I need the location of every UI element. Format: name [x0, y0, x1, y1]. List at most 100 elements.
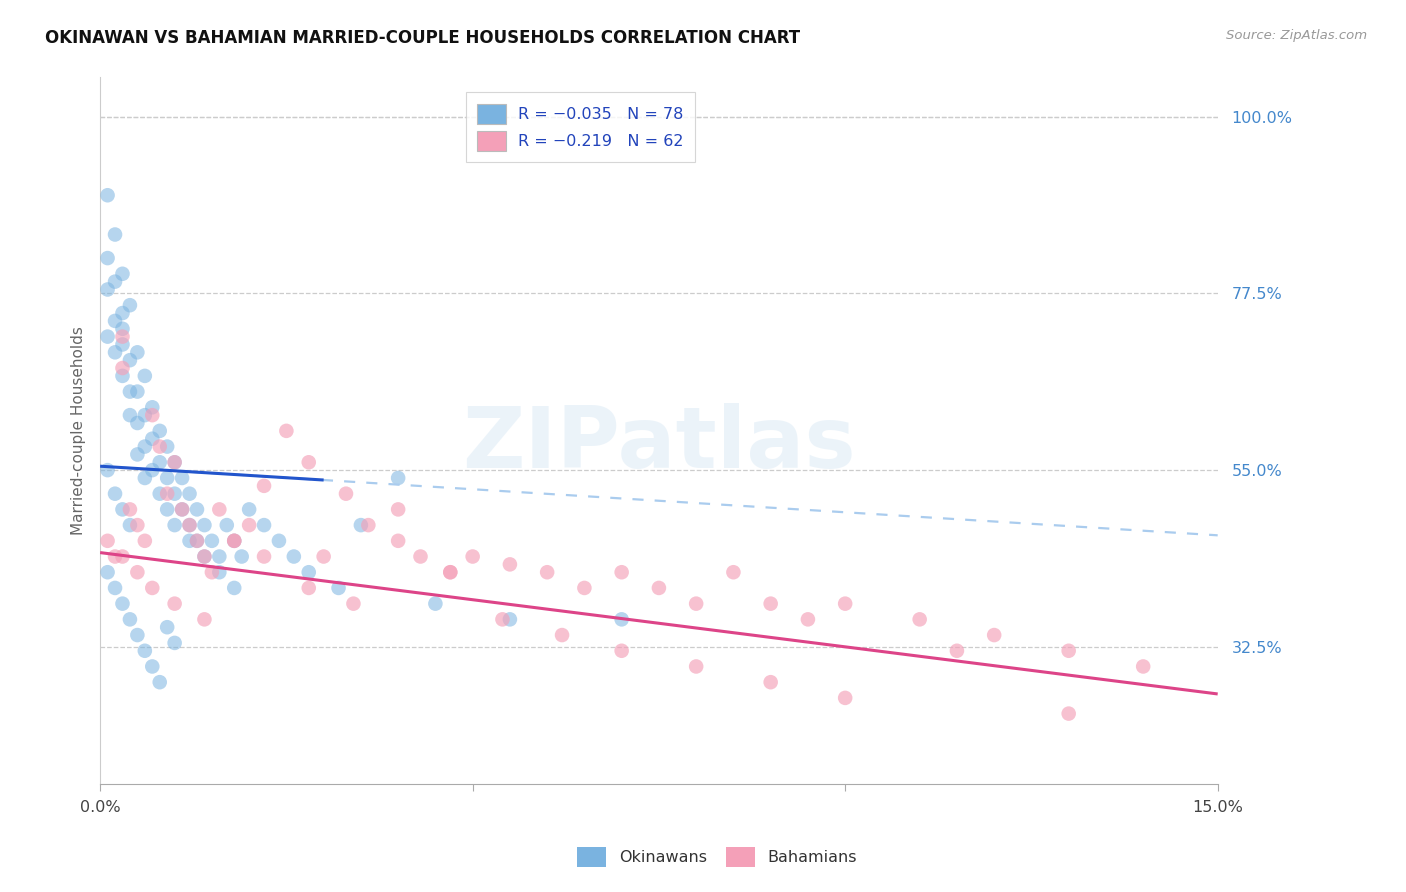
Point: [118, 612, 141, 626]
Point: [111, 361, 134, 376]
Point: [610, 612, 633, 626]
Point: [335, 486, 357, 500]
Text: OKINAWAN VS BAHAMIAN MARRIED-COUPLE HOUSEHOLDS CORRELATION CHART: OKINAWAN VS BAHAMIAN MARRIED-COUPLE HOUS…: [45, 29, 800, 46]
Point: [118, 353, 141, 368]
Point: [134, 440, 156, 454]
Point: [163, 636, 186, 650]
Point: [499, 612, 522, 626]
Point: [172, 502, 194, 516]
Point: [118, 384, 141, 399]
Point: [163, 455, 186, 469]
Point: [156, 620, 179, 634]
Point: [685, 597, 707, 611]
Point: [149, 440, 172, 454]
Text: ZIPatlas: ZIPatlas: [463, 403, 856, 486]
Point: [179, 518, 201, 533]
Point: [350, 518, 373, 533]
Point: [104, 549, 127, 564]
Point: [983, 628, 1005, 642]
Point: [610, 566, 633, 580]
Point: [253, 549, 276, 564]
Point: [111, 329, 134, 343]
Legend: Okinawans, Bahamians: Okinawans, Bahamians: [571, 841, 863, 873]
Point: [186, 533, 208, 548]
Point: [908, 612, 931, 626]
Point: [111, 337, 134, 351]
Point: [134, 644, 156, 658]
Point: [1057, 706, 1080, 721]
Point: [127, 518, 149, 533]
Point: [298, 581, 321, 595]
Point: [111, 267, 134, 281]
Point: [104, 275, 127, 289]
Point: [253, 479, 276, 493]
Point: [149, 675, 172, 690]
Point: [238, 502, 260, 516]
Point: [357, 518, 380, 533]
Point: [134, 408, 156, 422]
Point: [723, 566, 745, 580]
Point: [111, 306, 134, 320]
Point: [193, 518, 215, 533]
Point: [208, 549, 231, 564]
Point: [193, 612, 215, 626]
Point: [118, 518, 141, 533]
Point: [97, 463, 120, 477]
Point: [834, 597, 856, 611]
Point: [163, 597, 186, 611]
Point: [685, 659, 707, 673]
Point: [134, 471, 156, 485]
Point: [127, 628, 149, 642]
Point: [141, 432, 163, 446]
Point: [156, 502, 179, 516]
Point: [97, 251, 120, 265]
Point: [224, 533, 246, 548]
Point: [759, 597, 782, 611]
Point: [231, 549, 253, 564]
Point: [208, 566, 231, 580]
Point: [215, 518, 238, 533]
Point: [172, 471, 194, 485]
Point: [141, 463, 163, 477]
Y-axis label: Married-couple Households: Married-couple Households: [72, 326, 86, 535]
Point: [141, 401, 163, 415]
Point: [141, 659, 163, 673]
Point: [179, 486, 201, 500]
Point: [111, 549, 134, 564]
Point: [759, 675, 782, 690]
Point: [118, 408, 141, 422]
Point: [104, 345, 127, 359]
Point: [104, 227, 127, 242]
Point: [111, 597, 134, 611]
Point: [409, 549, 432, 564]
Point: [97, 329, 120, 343]
Point: [127, 447, 149, 461]
Point: [574, 581, 596, 595]
Point: [97, 188, 120, 202]
Point: [253, 518, 276, 533]
Point: [172, 502, 194, 516]
Point: [111, 322, 134, 336]
Point: [499, 558, 522, 572]
Point: [104, 486, 127, 500]
Point: [97, 283, 120, 297]
Point: [186, 502, 208, 516]
Point: [134, 368, 156, 383]
Point: [536, 566, 558, 580]
Point: [118, 298, 141, 312]
Point: [276, 424, 298, 438]
Point: [156, 486, 179, 500]
Point: [834, 690, 856, 705]
Point: [97, 533, 120, 548]
Point: [1132, 659, 1154, 673]
Point: [648, 581, 671, 595]
Point: [134, 533, 156, 548]
Point: [342, 597, 364, 611]
Legend: R = −0.035   N = 78, R = −0.219   N = 62: R = −0.035 N = 78, R = −0.219 N = 62: [465, 93, 695, 162]
Point: [104, 581, 127, 595]
Point: [328, 581, 350, 595]
Point: [283, 549, 305, 564]
Point: [224, 533, 246, 548]
Point: [156, 440, 179, 454]
Point: [179, 533, 201, 548]
